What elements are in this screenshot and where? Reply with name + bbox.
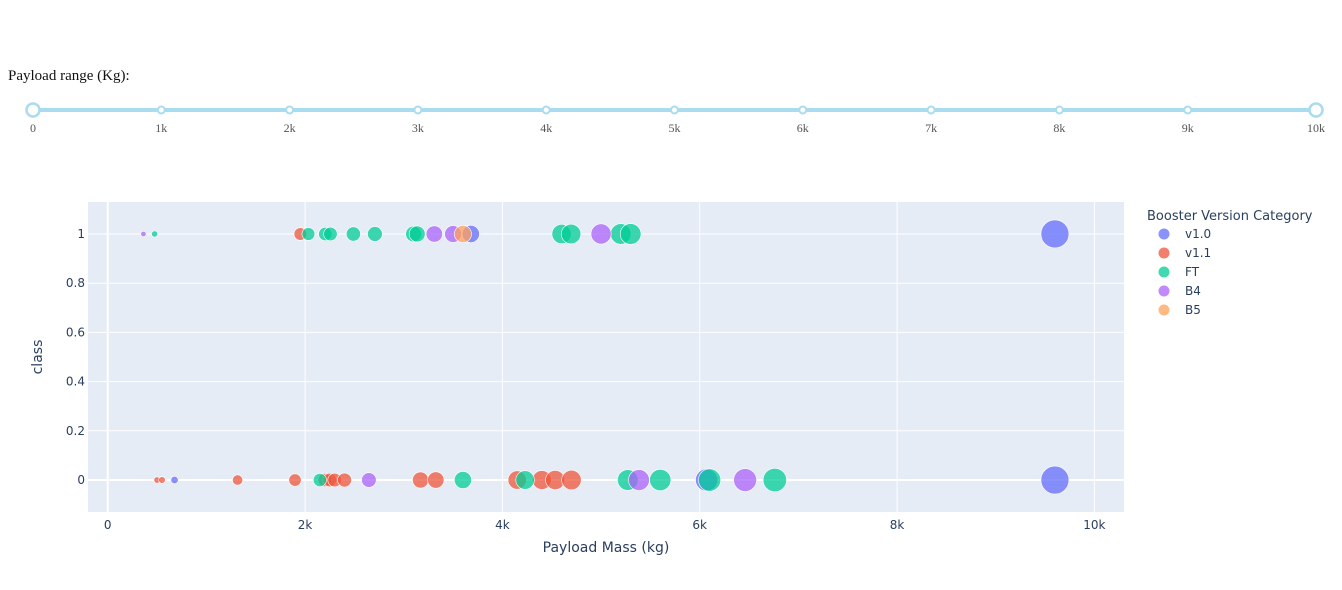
slider-mark-label: 0 — [30, 121, 36, 135]
slider-mark-dot[interactable] — [670, 105, 679, 115]
slider-mark-dot[interactable] — [413, 105, 423, 115]
slider-mark-label: 1k — [155, 121, 167, 135]
data-point[interactable] — [170, 475, 179, 485]
slider-mark-dot[interactable] — [1183, 105, 1193, 115]
legend-item-label[interactable]: v1.0 — [1185, 227, 1211, 241]
data-point[interactable] — [361, 472, 377, 488]
data-point[interactable] — [561, 469, 582, 491]
data-point[interactable] — [288, 473, 302, 487]
data-point[interactable] — [762, 467, 787, 493]
data-point[interactable] — [733, 468, 757, 492]
slider-mark-label: 8k — [1053, 121, 1065, 135]
slider-mark-label: 9k — [1182, 121, 1194, 135]
slider-mark-label: 3k — [412, 121, 424, 135]
x-tick-label: 4k — [495, 518, 510, 532]
data-point[interactable] — [232, 474, 244, 486]
x-tick-label: 2k — [298, 518, 313, 532]
data-point[interactable] — [301, 227, 316, 241]
slider-mark-dot[interactable] — [1054, 105, 1064, 115]
x-tick-label: 6k — [692, 518, 707, 532]
data-point[interactable] — [151, 230, 159, 238]
data-point[interactable] — [590, 223, 612, 245]
x-tick-label: 8k — [890, 518, 905, 532]
data-point[interactable] — [560, 223, 582, 245]
y-tick-label: 0.6 — [66, 325, 85, 339]
legend-marker[interactable] — [1158, 285, 1170, 297]
slider-mark-label: 5k — [669, 121, 681, 135]
data-point[interactable] — [515, 470, 535, 490]
slider-handle-min[interactable] — [25, 102, 41, 118]
data-point[interactable] — [1040, 465, 1070, 495]
data-point[interactable] — [454, 471, 472, 489]
legend-marker[interactable] — [1158, 266, 1170, 278]
payload-range-slider[interactable]: 0 1k 2k 3k 4k 5k 6k 7k 8k 9k 10k — [0, 0, 1342, 150]
legend-item-label[interactable]: B4 — [1185, 284, 1201, 298]
slider-mark-dot[interactable] — [541, 105, 551, 115]
slider-mark-label: 6k — [797, 121, 809, 135]
x-axis-title: Payload Mass (kg) — [543, 540, 670, 556]
y-tick-label: 0.2 — [66, 424, 85, 438]
data-point[interactable] — [1040, 219, 1070, 249]
data-point[interactable] — [408, 225, 426, 243]
legend-item-label[interactable]: B5 — [1185, 303, 1201, 317]
plot-background — [88, 202, 1124, 512]
data-point[interactable] — [323, 226, 338, 242]
legend-title: Booster Version Category — [1147, 209, 1313, 224]
data-point[interactable] — [412, 471, 429, 489]
slider-mark-label: 2k — [284, 121, 296, 135]
data-point[interactable] — [698, 468, 722, 492]
grid-lines — [88, 202, 1124, 512]
legend-item-label[interactable]: v1.1 — [1185, 246, 1211, 260]
legend-item-label[interactable]: FT — [1185, 265, 1200, 279]
slider-mark-dot[interactable] — [926, 105, 936, 115]
y-tick-label: 0.8 — [66, 276, 85, 290]
data-point[interactable] — [312, 473, 327, 487]
y-axis-title: class — [30, 340, 46, 375]
slider-mark-dot[interactable] — [285, 105, 295, 115]
x-tick-label: 10k — [1083, 518, 1105, 532]
data-point[interactable] — [427, 471, 445, 489]
slider-mark-dot[interactable] — [156, 105, 166, 115]
data-point[interactable] — [619, 223, 642, 245]
slider-handle-max[interactable] — [1308, 102, 1324, 118]
data-point[interactable] — [628, 469, 650, 491]
data-point[interactable] — [367, 226, 383, 242]
slider-mark-label: 7k — [925, 121, 937, 135]
x-tick-label: 0 — [104, 518, 112, 532]
payload-range-label: Payload range (Kg): — [8, 68, 130, 84]
y-tick-label: 0 — [77, 473, 85, 487]
data-point[interactable] — [649, 469, 672, 492]
data-points — [140, 219, 1070, 495]
data-point[interactable] — [454, 225, 472, 243]
slider-mark-label: 4k — [540, 121, 552, 135]
y-tick-label: 0.4 — [66, 375, 85, 389]
data-point[interactable] — [337, 472, 352, 488]
legend-marker[interactable] — [1158, 304, 1170, 316]
legend: Booster Version Category v1.0 v1.1 FT B4 B5 — [1147, 209, 1313, 317]
legend-marker[interactable] — [1158, 247, 1170, 259]
slider-mark-label: 10k — [1307, 121, 1325, 135]
y-tick-label: 1 — [77, 227, 85, 241]
data-point[interactable] — [140, 230, 147, 238]
data-point[interactable] — [425, 225, 443, 243]
legend-marker[interactable] — [1158, 228, 1170, 240]
slider-mark-dot[interactable] — [798, 105, 808, 115]
axes: 0 0.2 0.4 0.6 0.8 1 0 2k 4k 6k 8k 10k Payload Mass (… — [30, 227, 1106, 556]
payload-scatter-chart: 0 0.2 0.4 0.6 0.8 1 0 2k 4k 6k 8k 10k Payload Mass (… — [30, 202, 1313, 556]
data-point[interactable] — [158, 476, 166, 484]
data-point[interactable] — [345, 226, 361, 242]
